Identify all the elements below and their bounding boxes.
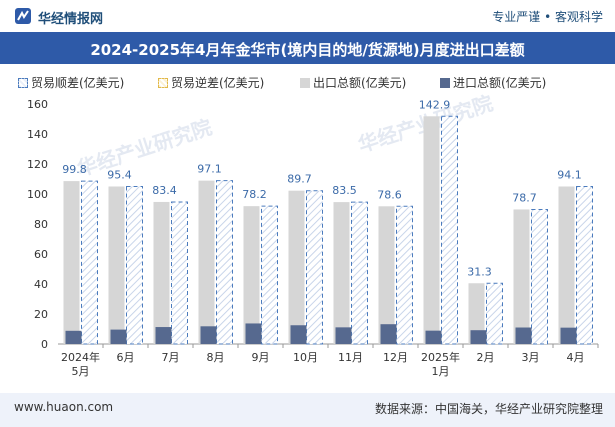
export-bar[interactable] <box>108 186 125 345</box>
surplus-data-label: 78.7 <box>512 191 537 204</box>
y-tick-label: 140 <box>27 128 48 141</box>
surplus-data-label: 83.5 <box>332 184 357 197</box>
x-tick-label: 2024年 <box>61 350 100 364</box>
x-tick-label: 6月 <box>117 351 135 364</box>
export-bar[interactable] <box>153 201 170 344</box>
export-bar[interactable] <box>378 206 395 344</box>
surplus-data-label: 89.7 <box>287 173 312 186</box>
brand-name[interactable]: 华经情报网 <box>38 12 104 27</box>
import-bar[interactable] <box>200 326 217 344</box>
legend-deficit: 贸易逆差(亿美元) <box>158 74 264 91</box>
top-bar: 华经情报网 专业严谨 • 客观科学 <box>0 0 615 32</box>
surplus-data-label: 142.9 <box>419 98 451 111</box>
export-bar[interactable] <box>288 190 305 344</box>
legend-exports: 出口总额(亿美元) <box>300 74 406 91</box>
import-bar[interactable] <box>380 324 397 344</box>
surplus-data-label: 99.8 <box>62 163 87 176</box>
x-tick-label: 8月 <box>207 351 225 364</box>
x-tick-label: 4月 <box>567 351 585 364</box>
legend-imports: 进口总额(亿美元) <box>440 74 546 91</box>
y-tick-label: 120 <box>27 158 48 171</box>
tagline: 专业严谨 • 客观科学 <box>492 10 603 24</box>
legend-imports-label: 进口总额(亿美元) <box>453 76 547 90</box>
surplus-bar[interactable] <box>81 180 98 345</box>
x-tick-label: 1月 <box>432 365 450 378</box>
surplus-data-label: 78.2 <box>242 188 267 201</box>
surplus-bar[interactable] <box>171 201 188 345</box>
x-tick-label: 7月 <box>162 351 180 364</box>
export-bar[interactable] <box>63 181 80 344</box>
y-tick-label: 60 <box>34 248 48 261</box>
export-bar[interactable] <box>558 186 575 345</box>
y-tick-label: 40 <box>34 278 48 291</box>
legend-exports-label: 出口总额(亿美元) <box>313 76 407 90</box>
export-bar[interactable] <box>243 206 260 344</box>
y-tick-label: 160 <box>27 98 48 111</box>
y-tick-label: 80 <box>34 218 48 231</box>
title-bar <box>0 32 615 64</box>
surplus-data-label: 94.1 <box>557 169 582 182</box>
export-bar[interactable] <box>198 180 215 344</box>
surplus-bar[interactable] <box>576 186 593 345</box>
surplus-bar[interactable] <box>306 190 323 345</box>
import-bar[interactable] <box>515 327 532 345</box>
surplus-data-label: 83.4 <box>152 184 177 197</box>
footer-source: 数据来源：中国海关，华经产业研究院整理 <box>374 402 603 416</box>
export-bar[interactable] <box>513 209 530 344</box>
import-bar[interactable] <box>425 330 442 344</box>
import-bar[interactable] <box>155 327 172 344</box>
import-bar[interactable] <box>470 330 487 344</box>
x-tick-label: 9月 <box>252 351 270 364</box>
surplus-data-label: 78.6 <box>377 188 402 201</box>
y-tick-label: 20 <box>34 308 48 321</box>
x-tick-label: 10月 <box>293 351 318 364</box>
chart-title: 2024-2025年4月年金华市(境内目的地/货源地)月度进出口差额 <box>90 41 525 59</box>
export-bar[interactable] <box>423 116 440 344</box>
legend-deficit-label: 贸易逆差(亿美元) <box>171 76 265 90</box>
legend-deficit-swatch <box>158 78 168 88</box>
legend-imports-swatch <box>440 78 450 88</box>
x-tick-label: 3月 <box>522 351 540 364</box>
logo-icon <box>15 8 31 24</box>
surplus-bar[interactable] <box>261 205 278 345</box>
x-tick-label: 2月 <box>477 351 495 364</box>
legend-exports-swatch <box>300 78 310 88</box>
surplus-bar[interactable] <box>351 201 368 345</box>
legend-surplus-label: 贸易顺差(亿美元) <box>31 76 125 90</box>
import-bar[interactable] <box>65 330 82 344</box>
surplus-bar[interactable] <box>396 205 413 345</box>
x-tick-label: 2025年 <box>421 350 460 364</box>
legend-surplus-swatch <box>18 78 28 88</box>
footer-bar <box>0 393 615 427</box>
surplus-bar[interactable] <box>486 282 503 345</box>
surplus-data-label: 97.1 <box>197 163 222 176</box>
x-tick-label: 11月 <box>338 351 363 364</box>
y-tick-label: 0 <box>41 338 48 351</box>
import-bar[interactable] <box>560 327 577 344</box>
x-tick-label: 12月 <box>383 351 408 364</box>
surplus-bar[interactable] <box>126 186 143 345</box>
legend-surplus: 贸易顺差(亿美元) <box>18 74 124 91</box>
surplus-data-label: 31.3 <box>467 265 492 278</box>
surplus-data-label: 95.4 <box>107 169 132 182</box>
surplus-bar[interactable] <box>531 208 548 345</box>
x-tick-label: 5月 <box>72 365 90 378</box>
import-bar[interactable] <box>245 323 262 344</box>
footer-url[interactable]: www.huaon.com <box>14 400 114 414</box>
export-bar[interactable] <box>468 283 485 344</box>
import-bar[interactable] <box>335 327 352 344</box>
surplus-bar[interactable] <box>441 115 458 345</box>
surplus-bar[interactable] <box>216 180 233 345</box>
export-bar[interactable] <box>333 202 350 344</box>
import-bar[interactable] <box>290 325 307 344</box>
import-bar[interactable] <box>110 329 127 344</box>
y-tick-label: 100 <box>27 188 48 201</box>
